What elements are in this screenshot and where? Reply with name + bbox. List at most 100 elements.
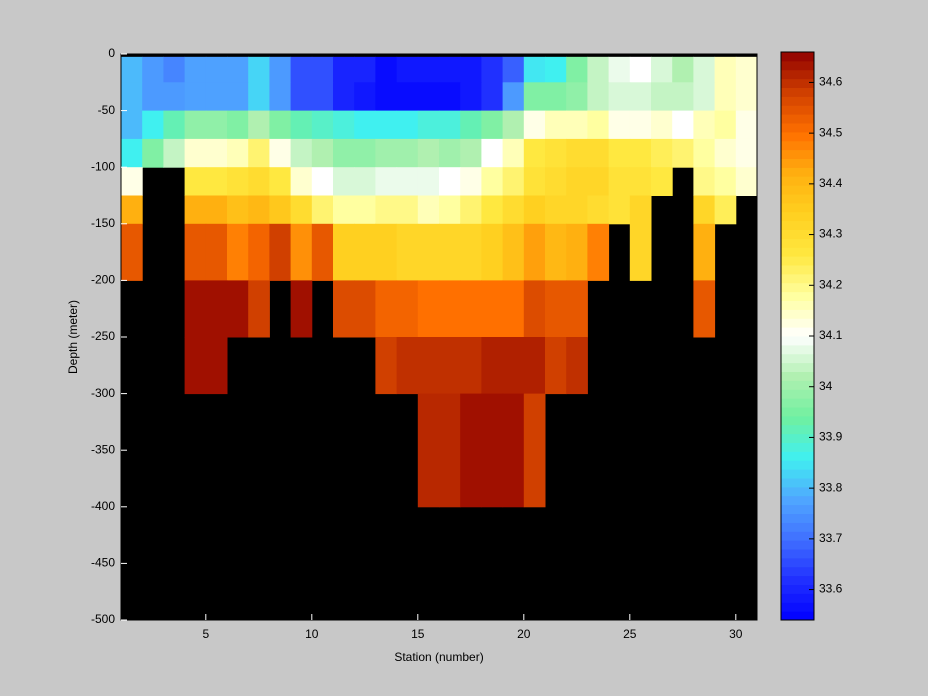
- colorbar-tick-label: 33.7: [819, 531, 843, 545]
- heatmap-cell: [439, 167, 461, 196]
- heatmap-cell: [227, 167, 249, 196]
- colorbar-swatch: [781, 238, 814, 248]
- heatmap-cell: [439, 223, 461, 281]
- heatmap-cell: [375, 223, 398, 281]
- heatmap-cell: [269, 195, 292, 225]
- heatmap-cell: [460, 167, 482, 196]
- y-axis-label: Depth (meter): [66, 300, 80, 374]
- heatmap-cell: [651, 110, 673, 140]
- heatmap-cell: [227, 110, 249, 140]
- heatmap-cell: [290, 138, 313, 168]
- heatmap-cell: [502, 223, 525, 281]
- heatmap-cell: [545, 56, 567, 83]
- heatmap-cell: [502, 56, 525, 83]
- heatmap-cell: [481, 337, 504, 395]
- heatmap-cell: [629, 223, 652, 281]
- heatmap-cell: [545, 223, 567, 281]
- heatmap-cell: [502, 138, 525, 168]
- heatmap-cell: [629, 82, 652, 112]
- colorbar-tick-label: 34.5: [819, 125, 843, 139]
- colorbar-tick-label: 34: [819, 379, 833, 393]
- y-tick-label: 0: [108, 46, 115, 60]
- heatmap-cell: [545, 82, 567, 112]
- heatmap-cell: [248, 167, 270, 196]
- heatmap-cell: [375, 110, 398, 140]
- heatmap-cell: [566, 167, 588, 196]
- heatmap-cell: [439, 337, 461, 395]
- heatmap-cell: [121, 56, 143, 83]
- colorbar-swatch: [781, 540, 814, 550]
- heatmap-cell: [248, 280, 270, 338]
- heatmap-cell: [205, 82, 228, 112]
- heatmap-cell: [333, 223, 355, 281]
- colorbar-swatch: [781, 78, 814, 88]
- heatmap-cell: [481, 56, 504, 83]
- colorbar-swatch: [781, 362, 814, 372]
- heatmap-cell: [163, 110, 186, 140]
- colorbar-swatch: [781, 185, 814, 195]
- heatmap-cell: [714, 167, 737, 196]
- heatmap-cell: [693, 82, 716, 112]
- heatmap-cell: [481, 138, 504, 168]
- heatmap-cell: [205, 223, 228, 281]
- heatmap-cell: [693, 167, 716, 196]
- heatmap-cell: [269, 138, 292, 168]
- heatmap-cell: [481, 167, 504, 196]
- x-tick-label: 20: [517, 627, 531, 641]
- heatmap-cell: [439, 195, 461, 225]
- heatmap-cell: [417, 110, 440, 140]
- heatmap-cell: [227, 223, 249, 281]
- heatmap-cell: [248, 195, 270, 225]
- heatmap-cell: [375, 82, 398, 112]
- colorbar-swatch: [781, 105, 814, 115]
- colorbar-swatch: [781, 460, 814, 470]
- heatmap-cell: [142, 56, 164, 83]
- heatmap-cell: [375, 56, 398, 83]
- heatmap-cell: [566, 195, 588, 225]
- heatmap-cell: [460, 223, 482, 281]
- heatmap-cell: [523, 195, 546, 225]
- x-tick-label: 25: [623, 627, 637, 641]
- heatmap-cell: [184, 195, 207, 225]
- heatmap-cell: [333, 280, 355, 338]
- colorbar-swatch: [781, 114, 814, 124]
- heatmap-cell: [311, 138, 334, 168]
- heatmap-cell: [502, 393, 525, 508]
- y-tick-label: -100: [91, 159, 115, 173]
- heatmap-cell: [121, 167, 143, 196]
- colorbar-swatch: [781, 469, 814, 479]
- heatmap-cell: [545, 110, 567, 140]
- heatmap-cell: [439, 138, 461, 168]
- heatmap-cell: [269, 223, 292, 281]
- heatmap-cell: [629, 167, 652, 196]
- heatmap-cell: [227, 280, 249, 338]
- heatmap-cell: [333, 138, 355, 168]
- heatmap-cell: [290, 280, 313, 338]
- heatmap-cell: [184, 138, 207, 168]
- colorbar-swatch: [781, 265, 814, 275]
- colorbar-tick-label: 34.1: [819, 328, 843, 342]
- y-tick-label: -250: [91, 329, 115, 343]
- y-tick-label: -300: [91, 386, 115, 400]
- heatmap-cell: [523, 337, 546, 395]
- colorbar-tick-label: 33.8: [819, 480, 843, 494]
- heatmap-cell: [290, 167, 313, 196]
- heatmap-cell: [142, 82, 164, 112]
- heatmap-cell: [651, 82, 673, 112]
- colorbar-swatch: [781, 247, 814, 257]
- colorbar-swatch: [781, 389, 814, 399]
- colorbar-swatch: [781, 575, 814, 585]
- colorbar-swatch: [781, 69, 814, 80]
- heatmap-cell: [523, 223, 546, 281]
- heatmap-cell: [672, 110, 694, 140]
- colorbar-swatch: [781, 176, 814, 186]
- heatmap-cell: [311, 223, 334, 281]
- colorbar-swatch: [781, 220, 814, 230]
- heatmap-cell: [735, 82, 758, 112]
- heatmap-cell: [248, 223, 270, 281]
- heatmap-cell: [248, 82, 270, 112]
- heatmap-cell: [714, 195, 737, 225]
- heatmap-cell: [311, 167, 334, 196]
- colorbar-swatch: [781, 593, 814, 603]
